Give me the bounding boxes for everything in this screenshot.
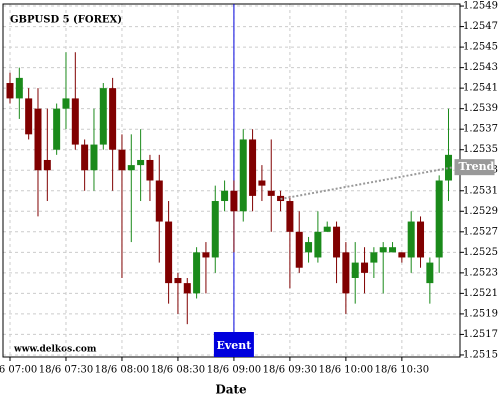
- candle-body: [118, 149, 126, 171]
- candle-body: [202, 252, 210, 258]
- candle-body: [165, 221, 173, 284]
- x-tick-label: 18/6 10:00: [319, 365, 373, 376]
- event-tag: Event: [216, 339, 252, 352]
- candle-body: [211, 201, 219, 258]
- candle-body: [15, 77, 23, 99]
- x-tick-label: 18/6 08:30: [151, 365, 205, 376]
- y-tick-label: 1.2521: [463, 288, 498, 299]
- candle-body: [90, 144, 98, 171]
- candle-body: [183, 283, 191, 294]
- x-tick-label: 18/6 09:30: [263, 365, 317, 376]
- y-tick-label: 1.2525: [463, 247, 498, 258]
- event-tag-box: [213, 332, 254, 357]
- candle-body: [286, 201, 294, 232]
- candle-body: [249, 139, 257, 196]
- x-axis-label: Date: [215, 383, 247, 397]
- x-tick-label: 18/6 09:00: [207, 365, 261, 376]
- candle-body: [342, 252, 350, 294]
- candle-body: [25, 98, 33, 135]
- y-tick-label: 1.2539: [463, 103, 498, 114]
- candle-body: [221, 190, 229, 202]
- y-tick-label: 1.2537: [463, 124, 498, 135]
- candle-body: [81, 144, 89, 171]
- candle-body: [62, 98, 70, 109]
- candle-body: [379, 247, 387, 253]
- trend-line: [280, 166, 454, 200]
- candle-body: [389, 247, 397, 253]
- candle-body: [127, 165, 135, 171]
- candle-body: [333, 226, 341, 258]
- candle-body: [43, 159, 51, 171]
- candle-body: [407, 221, 415, 258]
- y-tick-label: 1.2543: [463, 62, 498, 73]
- candle-body: [361, 262, 369, 273]
- candle-body: [258, 180, 266, 186]
- candle-body: [99, 88, 107, 145]
- y-tick-label: 1.2517: [463, 329, 498, 340]
- x-tick-label: 18/6 07:30: [39, 365, 93, 376]
- candle-body: [417, 221, 425, 258]
- y-tick-label: 1.2541: [463, 83, 498, 94]
- y-tick-label: 1.2531: [463, 185, 498, 196]
- candle-body: [71, 98, 79, 145]
- y-tick-label: 1.2527: [463, 226, 498, 237]
- x-tick-label: 18/6 10:30: [375, 365, 429, 376]
- candle-body: [230, 190, 238, 212]
- candle-body: [239, 139, 247, 212]
- candle-body: [53, 108, 61, 150]
- x-tick-label: 18/6 07:00: [0, 365, 37, 376]
- chart-title: GBPUSD 5 (FOREX): [10, 15, 122, 26]
- candle-body: [295, 231, 303, 268]
- candle-body: [435, 180, 443, 258]
- candle-body: [137, 159, 145, 166]
- y-tick-label: 1.2535: [463, 144, 498, 155]
- candle-body: [6, 83, 14, 99]
- candle-body: [267, 190, 275, 196]
- trend-tag: Trend: [459, 160, 495, 173]
- candle-body: [155, 180, 163, 222]
- candle-body: [174, 277, 182, 284]
- candle-body: [351, 262, 359, 278]
- candle-body: [193, 252, 201, 294]
- candle-body: [323, 226, 331, 232]
- candle-body: [426, 262, 434, 284]
- y-tick-label: 1.2515: [463, 349, 498, 360]
- y-tick-label: 1.2523: [463, 267, 498, 278]
- candle-body: [305, 242, 313, 253]
- candle-body: [445, 154, 453, 181]
- y-tick-label: 1.2519: [463, 308, 498, 319]
- plot-frame: [2, 3, 461, 358]
- x-tick-label: 18/6 08:00: [95, 365, 149, 376]
- candle-body: [398, 252, 406, 258]
- candle-body: [34, 108, 42, 171]
- y-tick-label: 1.2547: [463, 21, 498, 32]
- watermark: www.delkos.com: [13, 345, 97, 355]
- trend-tag-box: [454, 159, 495, 176]
- y-tick-label: 1.2529: [463, 206, 498, 217]
- candle-body: [314, 231, 322, 258]
- candle-body: [370, 252, 378, 263]
- y-tick-label: 1.2545: [463, 42, 498, 53]
- y-tick-label: 1.2549: [463, 1, 498, 12]
- candle-body: [146, 159, 154, 181]
- candle-body: [109, 88, 117, 150]
